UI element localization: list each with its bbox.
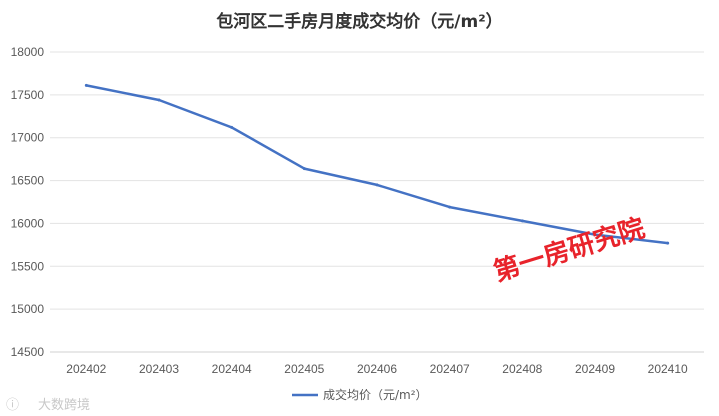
data-point [520, 219, 524, 223]
data-point [302, 167, 306, 171]
y-tick-label: 16000 [11, 216, 45, 230]
data-point [375, 183, 379, 187]
y-axis-ticks: 14500 15000 15500 16000 16500 17000 17500 18000 [11, 45, 45, 359]
x-tick-label: 202403 [139, 362, 179, 376]
x-axis-ticks: 202402 202403 202404 202405 202406 202407 2024… [66, 362, 688, 376]
y-tick-label: 14500 [11, 345, 45, 359]
chart-title: 包河区二手房月度成交均价（元/m²） [216, 11, 502, 32]
gridlines [50, 51, 704, 353]
data-point [84, 83, 88, 87]
x-tick-label: 202405 [284, 362, 324, 376]
legend-label: 成交均价（元/m²） [323, 387, 428, 402]
x-tick-label: 202408 [502, 362, 542, 376]
y-tick-label: 15500 [11, 259, 45, 273]
source-logo-icon: ⓘ [6, 398, 19, 413]
data-point [666, 241, 670, 245]
x-tick-label: 202410 [648, 362, 688, 376]
series-line [85, 84, 669, 245]
data-point [157, 98, 161, 102]
y-tick-label: 17000 [11, 131, 45, 145]
x-tick-label: 202404 [212, 362, 252, 376]
series-layer [84, 83, 670, 245]
x-tick-label: 202406 [357, 362, 397, 376]
data-point [448, 205, 452, 209]
x-tick-label: 202409 [575, 362, 615, 376]
y-tick-label: 15000 [11, 302, 45, 316]
x-tick-label: 202402 [66, 362, 106, 376]
legend: 成交均价（元/m²） [292, 387, 428, 402]
y-tick-label: 16500 [11, 174, 45, 188]
watermark-source-text: 大数跨境 [38, 398, 90, 413]
y-tick-label: 18000 [11, 45, 45, 59]
data-point [593, 233, 597, 237]
y-tick-label: 17500 [11, 88, 45, 102]
x-tick-label: 202407 [430, 362, 470, 376]
watermark-source: ⓘ 大数跨境 [6, 398, 90, 413]
data-point [230, 125, 234, 129]
